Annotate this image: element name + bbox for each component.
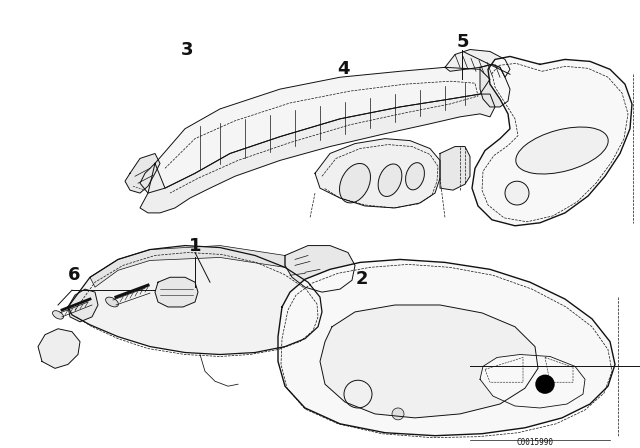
- Polygon shape: [140, 67, 490, 193]
- Ellipse shape: [378, 164, 402, 197]
- Circle shape: [392, 408, 404, 420]
- Polygon shape: [68, 246, 322, 354]
- Text: C0015990: C0015990: [516, 438, 554, 447]
- Text: 2: 2: [356, 270, 368, 288]
- Polygon shape: [480, 65, 510, 107]
- Ellipse shape: [52, 310, 63, 319]
- Ellipse shape: [106, 297, 118, 307]
- Circle shape: [536, 375, 554, 393]
- Ellipse shape: [516, 127, 608, 174]
- Polygon shape: [68, 289, 98, 322]
- Polygon shape: [440, 146, 470, 190]
- Polygon shape: [285, 246, 355, 292]
- Polygon shape: [320, 305, 538, 418]
- Polygon shape: [445, 50, 510, 77]
- Ellipse shape: [339, 164, 371, 203]
- Text: 1: 1: [189, 237, 201, 254]
- Polygon shape: [155, 277, 198, 307]
- Polygon shape: [125, 154, 160, 193]
- Text: 6: 6: [68, 266, 80, 284]
- Polygon shape: [90, 246, 285, 287]
- Polygon shape: [38, 329, 80, 368]
- Text: 4: 4: [337, 60, 349, 78]
- Polygon shape: [278, 259, 615, 436]
- Ellipse shape: [406, 163, 424, 190]
- Text: 3: 3: [180, 40, 193, 59]
- Polygon shape: [480, 354, 585, 408]
- Polygon shape: [315, 138, 440, 208]
- Circle shape: [344, 380, 372, 408]
- Polygon shape: [472, 56, 632, 226]
- Text: 5: 5: [457, 33, 469, 51]
- Polygon shape: [140, 94, 495, 213]
- Circle shape: [505, 181, 529, 205]
